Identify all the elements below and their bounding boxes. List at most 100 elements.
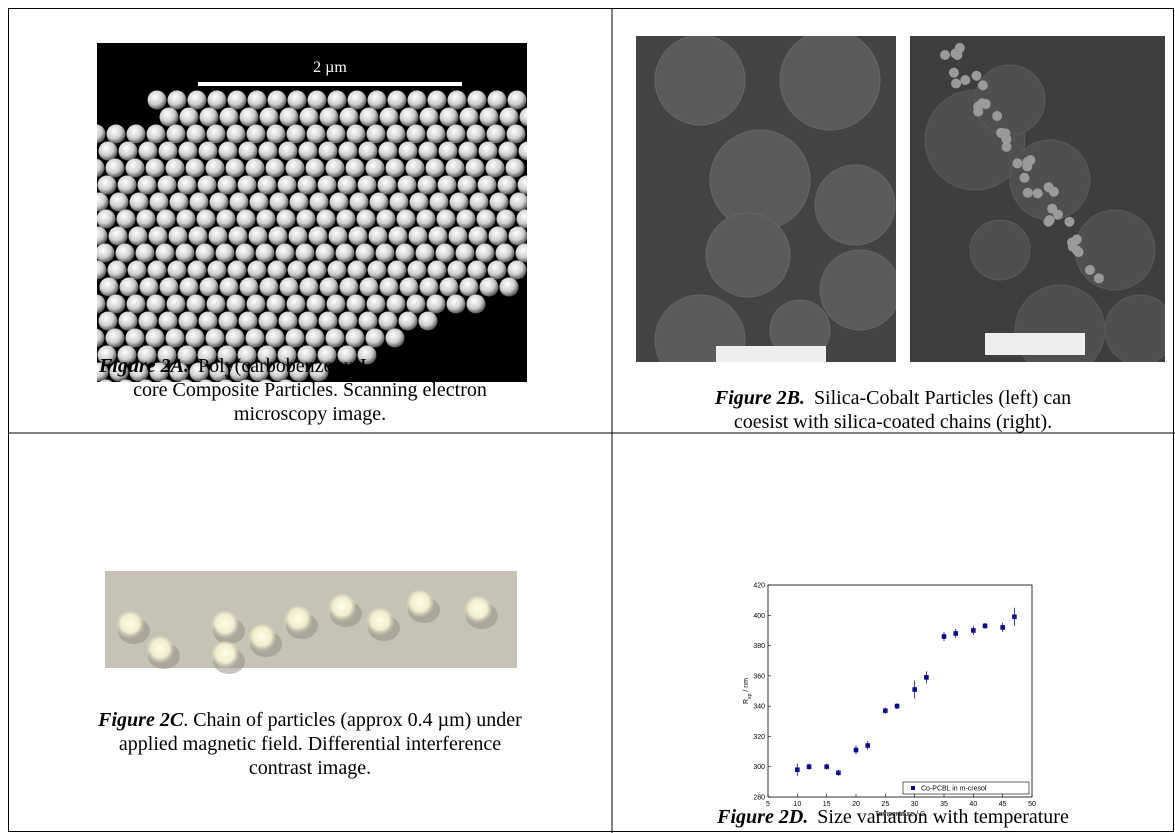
data-point: [983, 624, 988, 629]
particle: [418, 176, 437, 195]
image-label: [985, 333, 1085, 355]
data-point: [883, 708, 888, 713]
particle: [106, 329, 125, 348]
particle: [407, 125, 426, 144]
page: 2 µm Figure 2A.Poly(carbobenzoxy-L-lysin…: [0, 0, 1175, 833]
particle: [206, 329, 225, 348]
particle: [226, 329, 245, 348]
particle: [339, 142, 358, 161]
particle: [429, 227, 448, 246]
particle: [207, 125, 226, 144]
particle: [288, 91, 307, 110]
particle: [438, 176, 457, 195]
particle: [427, 295, 446, 314]
particle: [88, 261, 107, 280]
particle: [446, 159, 465, 178]
chain-bead: [1022, 157, 1032, 167]
chain-bead: [978, 80, 988, 90]
particle: [450, 193, 469, 212]
particle: [310, 193, 329, 212]
chain-bead: [951, 79, 961, 89]
x-tick-label: 40: [969, 801, 977, 808]
particle: [478, 176, 497, 195]
particle: [428, 261, 447, 280]
data-point: [836, 770, 841, 775]
data-point: [824, 764, 829, 769]
particle: [346, 329, 365, 348]
particle: [427, 125, 446, 144]
particle: [356, 244, 375, 263]
particle: [359, 142, 378, 161]
particle: [86, 159, 105, 178]
particle: [480, 278, 499, 297]
particle: [340, 108, 359, 127]
particle: [387, 295, 406, 314]
x-tick-label: 15: [823, 801, 831, 808]
particle: [406, 159, 425, 178]
particle: [379, 142, 398, 161]
particle: [138, 176, 157, 195]
particle: [416, 244, 435, 263]
particle: [467, 125, 486, 144]
particle: [218, 176, 237, 195]
particle: [419, 142, 438, 161]
particle: [180, 278, 199, 297]
particle: [470, 193, 489, 212]
particle: [198, 176, 217, 195]
particle: [177, 210, 196, 229]
particle: [368, 261, 387, 280]
particle: [167, 295, 186, 314]
particle: [148, 91, 167, 110]
particle: [350, 193, 369, 212]
particle: [400, 108, 419, 127]
particle: [98, 176, 117, 195]
particle: [328, 261, 347, 280]
particle: [460, 108, 479, 127]
particle: [240, 278, 259, 297]
particle: [500, 278, 519, 297]
particle: [346, 159, 365, 178]
particle: [370, 193, 389, 212]
image-label: [716, 346, 826, 368]
particle: [377, 210, 396, 229]
particle: [306, 159, 325, 178]
particle: [398, 176, 417, 195]
particle: [208, 91, 227, 110]
particle: [388, 261, 407, 280]
particle: [227, 295, 246, 314]
particle: [308, 261, 327, 280]
particle: [426, 159, 445, 178]
particle: [464, 596, 492, 624]
particle: [815, 165, 895, 245]
particle: [329, 227, 348, 246]
particle: [148, 261, 167, 280]
particle: [327, 125, 346, 144]
particle: [339, 312, 358, 331]
particle: [239, 142, 258, 161]
particle: [468, 91, 487, 110]
particle: [655, 295, 745, 385]
particle: [208, 261, 227, 280]
particle: [396, 244, 415, 263]
particle: [126, 329, 145, 348]
particle: [199, 142, 218, 161]
particle: [497, 210, 516, 229]
particle: [408, 91, 427, 110]
particle: [349, 227, 368, 246]
particle: [319, 142, 338, 161]
particle: [300, 278, 319, 297]
particle: [159, 142, 178, 161]
particle: [211, 641, 239, 669]
caption-text: applied magnetic field. Differential int…: [119, 733, 501, 755]
particle: [520, 108, 539, 127]
particle: [436, 244, 455, 263]
particle: [190, 193, 209, 212]
particle: [449, 227, 468, 246]
particle: [136, 244, 155, 263]
chain-bead: [1085, 265, 1095, 275]
chain-bead: [992, 111, 1002, 121]
particle: [246, 329, 265, 348]
particle: [367, 295, 386, 314]
chain-bead: [1033, 188, 1043, 198]
particle: [386, 159, 405, 178]
